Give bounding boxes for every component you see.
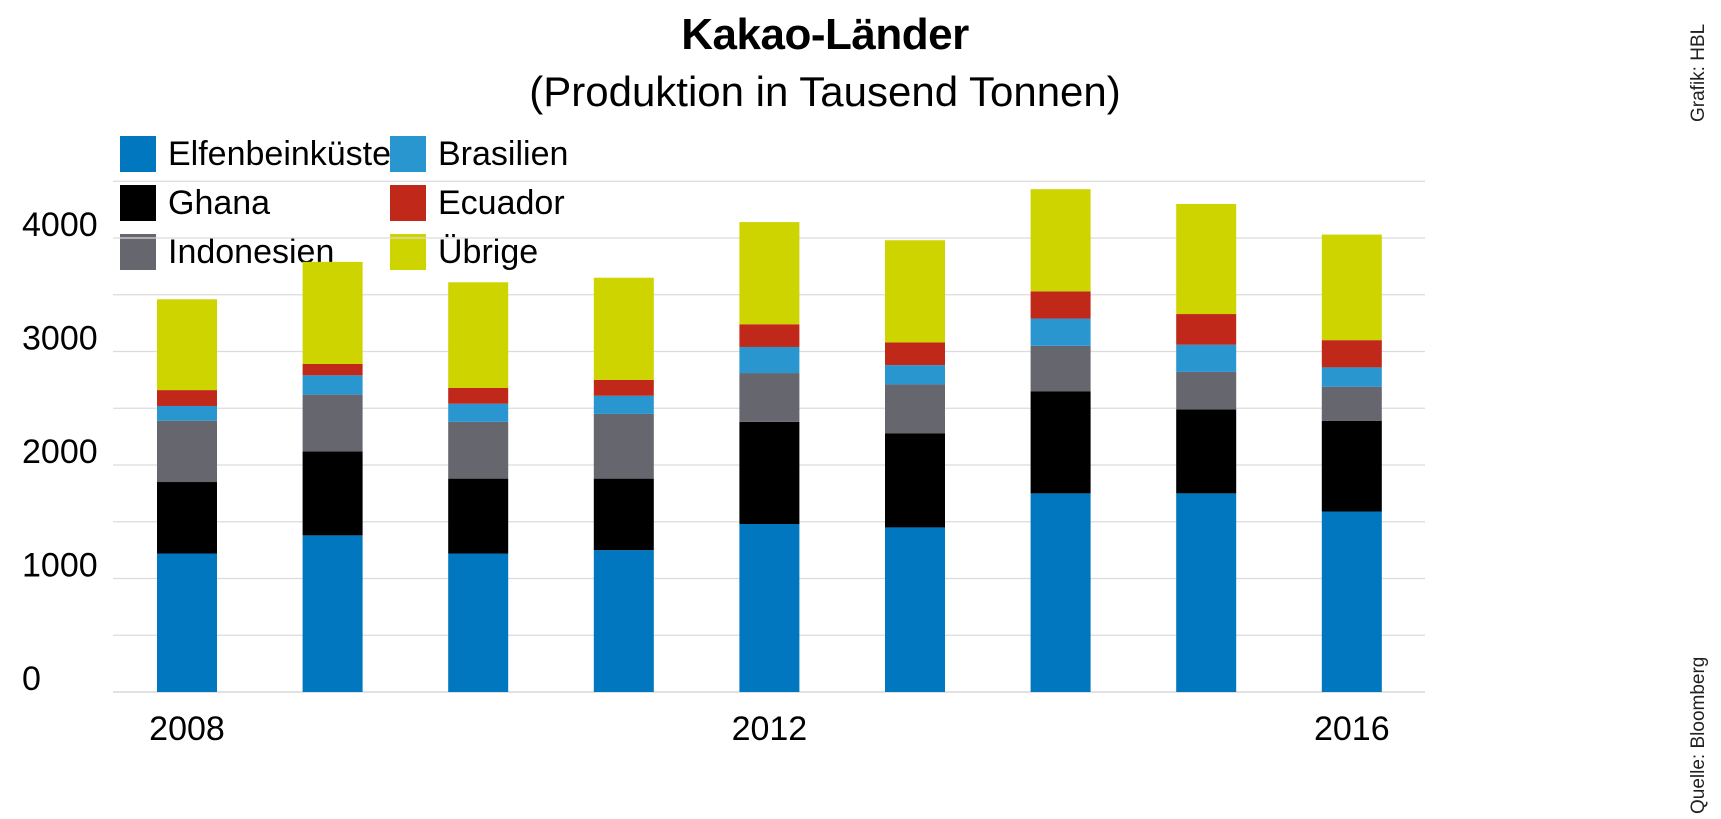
bar-segment <box>157 482 217 554</box>
bar-segment <box>1030 493 1091 692</box>
bar-segment <box>739 524 800 692</box>
bar-segment <box>739 222 800 325</box>
legend-swatch <box>120 185 156 221</box>
bar-segment <box>1176 493 1237 692</box>
bar-segment <box>448 478 509 554</box>
bar-segment <box>1030 189 1091 292</box>
bar-segment <box>448 421 509 479</box>
bar-segment <box>302 375 363 395</box>
legend-swatch <box>390 136 426 172</box>
legend-label: Ecuador <box>438 183 565 222</box>
chart-subtitle: (Produktion in Tausend Tonnen) <box>529 68 1121 115</box>
bar-segment <box>885 365 945 385</box>
legend-swatch <box>120 136 156 172</box>
x-tick-label: 2008 <box>149 710 225 748</box>
bar-segment <box>1321 386 1382 421</box>
bar-segment <box>1030 345 1091 392</box>
bar-segment <box>1321 340 1382 368</box>
bar-segment <box>448 282 509 388</box>
bar-segment <box>302 535 363 692</box>
bar-segment <box>157 390 217 406</box>
bar-segment <box>739 373 800 422</box>
legend-label: Brasilien <box>438 134 569 173</box>
y-tick-label: 3000 <box>22 320 98 358</box>
bar-segment <box>448 553 509 692</box>
bar-segment <box>1030 391 1091 494</box>
bar-segment <box>593 413 654 479</box>
bar-segment <box>885 527 945 692</box>
bar-segment <box>1321 367 1382 387</box>
bar-segment <box>1030 318 1091 346</box>
y-tick-label: 0 <box>22 660 41 698</box>
bar-segment <box>1321 420 1382 512</box>
legend-item: Brasilien <box>390 135 568 173</box>
stacked-bar-chart: 0 1000 2000 3000 4000 2008 2012 2016 <box>22 180 1425 748</box>
bar-segment <box>157 553 217 692</box>
legend-item: Elfenbeinküste <box>120 135 391 173</box>
bar-segment <box>593 478 654 551</box>
bar-segment <box>739 421 800 525</box>
source-note: Quelle: Bloomberg <box>1688 656 1709 814</box>
bar-segment <box>1176 371 1237 410</box>
legend-item: Übrige <box>390 233 538 271</box>
bar-segment <box>448 387 509 404</box>
y-tick-label: 2000 <box>22 433 98 471</box>
bar-segment <box>302 363 363 376</box>
bar-segment <box>157 420 217 483</box>
bar-segment <box>593 395 654 414</box>
bar-segment <box>1176 409 1237 494</box>
bar-segment <box>1321 511 1382 692</box>
bar-segment <box>885 342 945 366</box>
bar-segment <box>157 299 217 391</box>
bar-segment <box>739 346 800 374</box>
legend-swatch <box>390 185 426 221</box>
y-tick-label: 1000 <box>22 547 98 585</box>
graphic-credit: Grafik: HBL <box>1688 23 1709 122</box>
legend-item: Ghana <box>120 184 270 222</box>
bar-segment <box>1176 314 1237 345</box>
y-tick-label: 4000 <box>22 206 98 244</box>
bar-segment <box>593 277 654 380</box>
bar-segment <box>1176 203 1237 315</box>
bar-segment <box>593 550 654 692</box>
x-tick-label: 2012 <box>732 710 808 748</box>
chart-title: Kakao-Länder <box>681 10 969 59</box>
legend-label: Übrige <box>438 232 539 271</box>
bar-segment <box>593 379 654 396</box>
bar-segment <box>1321 234 1382 341</box>
bar-segment <box>885 433 945 528</box>
x-tick-label: 2016 <box>1314 710 1390 748</box>
legend-label: Elfenbeinküste <box>168 134 392 173</box>
legend-swatch <box>390 234 426 270</box>
legend-swatch <box>120 234 156 270</box>
bar-segment <box>1176 344 1237 372</box>
bar-segment <box>885 384 945 434</box>
legend-item: Ecuador <box>390 184 565 222</box>
bar-segment <box>302 451 363 536</box>
bar-segment <box>739 324 800 347</box>
bar-segment <box>1030 291 1091 319</box>
bar-segment <box>157 405 217 421</box>
bar-segment <box>885 240 945 343</box>
bar-segment <box>302 261 363 364</box>
bar-segment <box>302 394 363 452</box>
legend-label: Ghana <box>168 183 271 222</box>
bar-segment <box>448 403 509 422</box>
